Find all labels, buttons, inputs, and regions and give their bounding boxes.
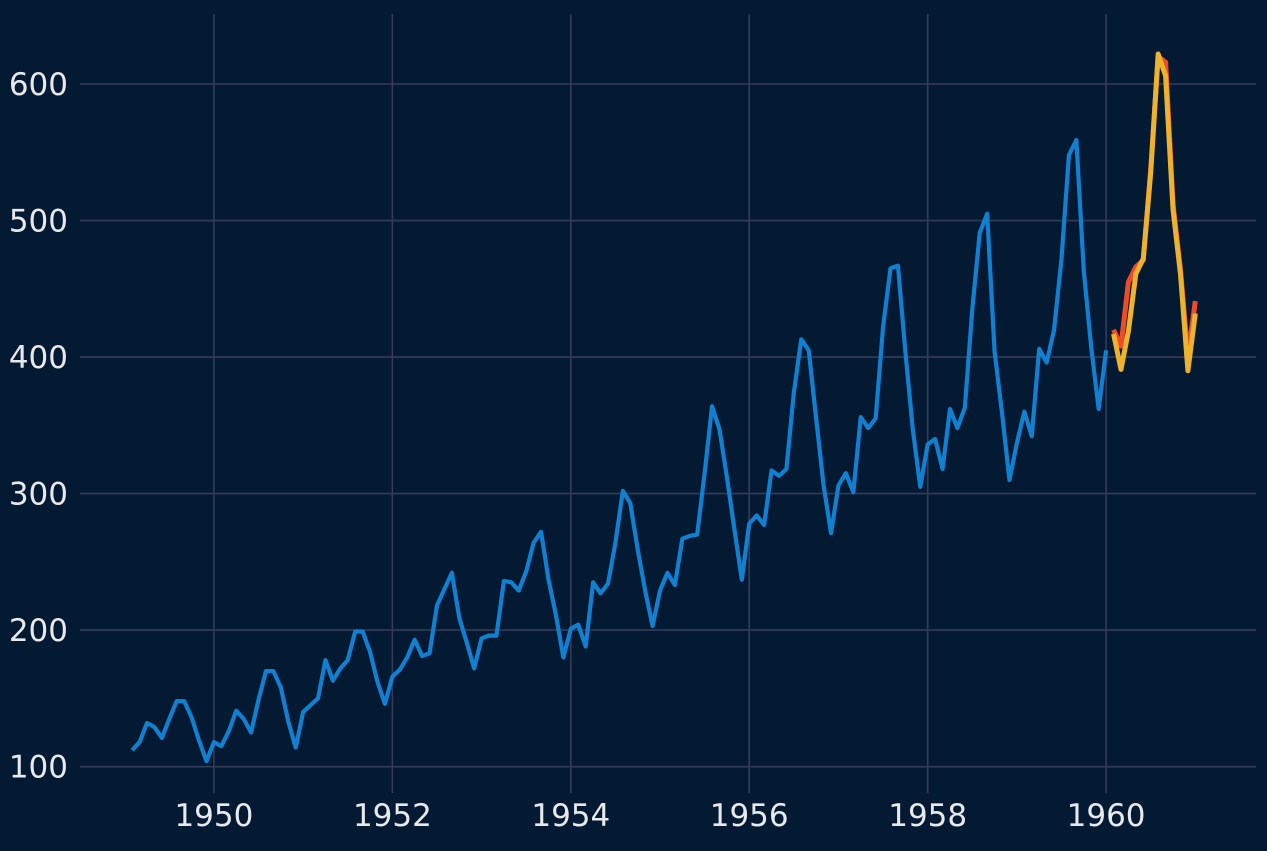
y-tick-label: 500 (9, 204, 68, 240)
axis-tick-labels: 100 200 300 400 500 600 1950 1952 1954 1956 1958 19… (9, 67, 1146, 834)
x-tick-label: 1958 (888, 798, 967, 834)
y-tick-label: 100 (9, 750, 68, 786)
x-tick-label: 1956 (710, 798, 789, 834)
x-tick-label: 1954 (531, 798, 610, 834)
x-tick-label: 1960 (1067, 798, 1146, 834)
x-tick-label: 1950 (174, 798, 253, 834)
y-tick-label: 300 (9, 477, 68, 513)
y-tick-label: 600 (9, 67, 68, 103)
series-observed-line (130, 137, 1109, 764)
y-tick-label: 200 (9, 613, 68, 649)
grid (80, 14, 1256, 793)
series-lines (130, 51, 1198, 764)
series-actual-line (1111, 51, 1198, 374)
y-tick-label: 400 (9, 340, 68, 376)
x-tick-label: 1952 (353, 798, 432, 834)
